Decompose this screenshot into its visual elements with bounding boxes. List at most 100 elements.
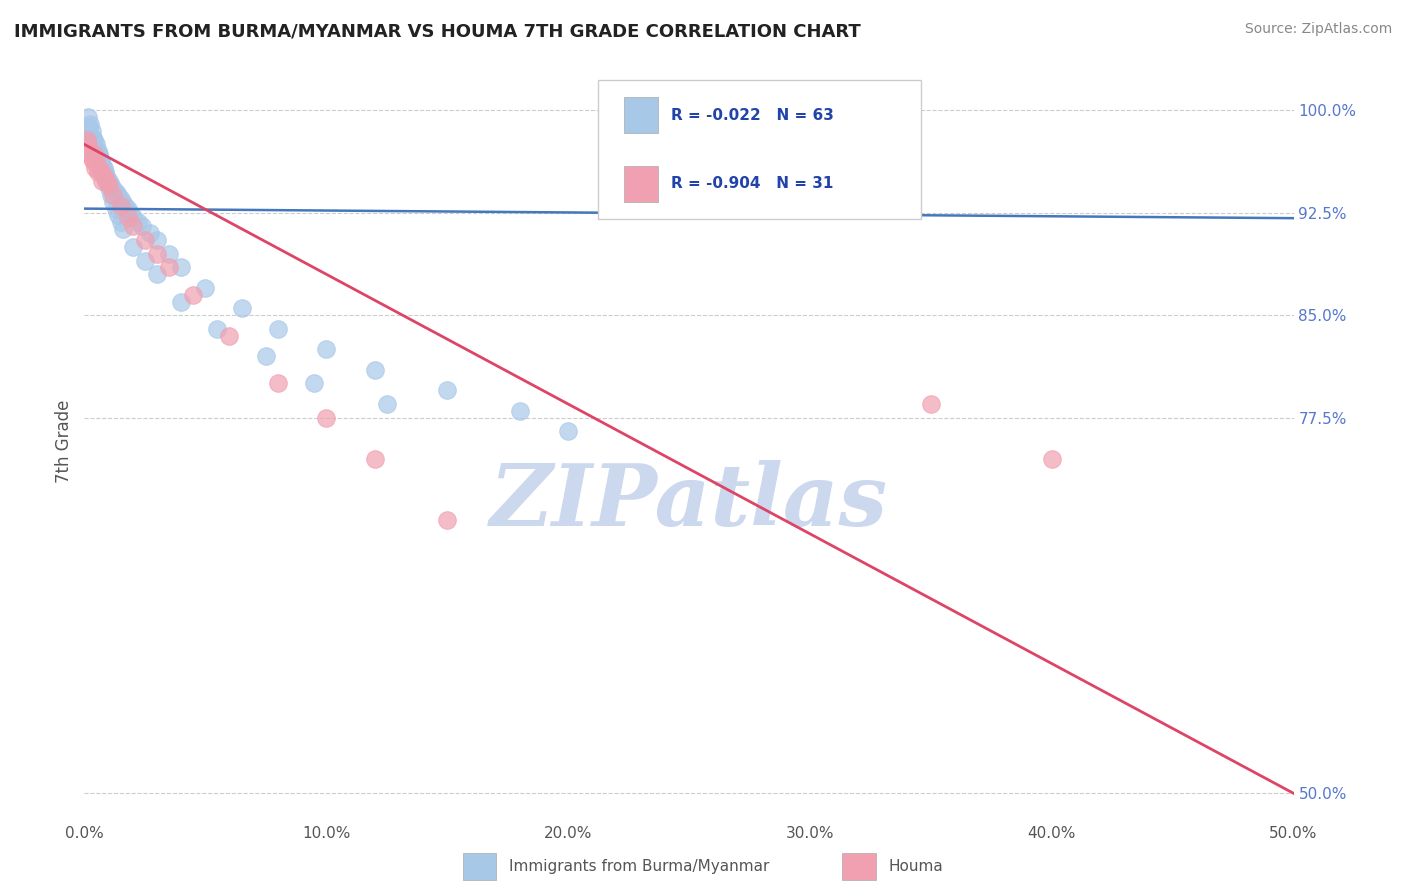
Point xyxy=(131,219,153,234)
Point xyxy=(112,222,135,236)
Point xyxy=(436,384,458,398)
Point xyxy=(97,174,120,188)
Point xyxy=(375,397,398,411)
Point xyxy=(127,215,149,229)
Point xyxy=(146,246,169,260)
Point xyxy=(194,281,217,295)
Point xyxy=(77,137,100,152)
Point xyxy=(267,322,290,336)
Point xyxy=(91,174,114,188)
Point xyxy=(91,158,114,172)
Point xyxy=(107,188,129,202)
Point xyxy=(94,174,117,188)
Point xyxy=(80,133,103,147)
Y-axis label: 7th Grade: 7th Grade xyxy=(55,400,73,483)
Point xyxy=(363,363,385,377)
Point xyxy=(254,349,277,363)
Point xyxy=(920,397,942,411)
Point xyxy=(79,117,101,131)
Point xyxy=(170,260,193,275)
Point xyxy=(103,188,125,202)
Point xyxy=(80,124,103,138)
Point xyxy=(267,376,290,391)
Point xyxy=(89,151,111,165)
Point xyxy=(107,209,129,223)
Point xyxy=(120,205,142,219)
Point xyxy=(84,161,107,175)
Point xyxy=(117,202,139,216)
Point xyxy=(97,181,120,195)
Point xyxy=(157,246,180,260)
Text: R = -0.022   N = 63: R = -0.022 N = 63 xyxy=(671,108,834,122)
Point xyxy=(146,233,169,247)
Point xyxy=(77,145,100,159)
Text: ZIPatlas: ZIPatlas xyxy=(489,460,889,544)
Point xyxy=(436,513,458,527)
Point xyxy=(110,192,132,206)
Point xyxy=(157,260,180,275)
Point xyxy=(104,202,127,216)
Point xyxy=(121,219,143,234)
Point xyxy=(110,199,132,213)
Point xyxy=(114,199,136,213)
Point xyxy=(82,153,104,168)
Point xyxy=(100,178,122,193)
Point xyxy=(86,165,108,179)
Text: Houma: Houma xyxy=(889,859,943,873)
Point xyxy=(218,328,240,343)
Point xyxy=(100,188,122,202)
Point xyxy=(94,165,117,179)
Text: Source: ZipAtlas.com: Source: ZipAtlas.com xyxy=(1244,22,1392,37)
Point xyxy=(170,294,193,309)
Point xyxy=(77,120,100,134)
Point xyxy=(94,174,117,188)
Point xyxy=(146,267,169,281)
Point xyxy=(112,196,135,211)
Point xyxy=(93,169,115,183)
Point xyxy=(138,226,160,240)
Point xyxy=(134,253,156,268)
Point xyxy=(121,210,143,224)
Point xyxy=(90,155,112,169)
Point xyxy=(509,404,531,418)
Point xyxy=(207,322,229,336)
Point xyxy=(96,171,118,186)
Point xyxy=(86,155,108,169)
Point xyxy=(86,145,108,159)
Point xyxy=(86,137,108,152)
Point xyxy=(79,147,101,161)
Point xyxy=(110,215,132,229)
Point xyxy=(315,410,337,425)
Point xyxy=(103,194,125,209)
Point xyxy=(83,141,105,155)
Point xyxy=(363,451,385,466)
Point xyxy=(93,168,115,182)
Point xyxy=(97,178,120,193)
Point xyxy=(83,133,105,147)
Point xyxy=(87,147,110,161)
Point xyxy=(76,133,98,147)
Text: Immigrants from Burma/Myanmar: Immigrants from Burma/Myanmar xyxy=(509,859,769,873)
Point xyxy=(86,147,108,161)
Point xyxy=(1040,451,1063,466)
Point xyxy=(93,161,115,175)
Point xyxy=(80,151,103,165)
Point xyxy=(134,233,156,247)
Point xyxy=(181,287,204,301)
Point xyxy=(83,147,105,161)
Point xyxy=(87,161,110,175)
Point xyxy=(121,240,143,254)
Point xyxy=(94,169,117,183)
Point xyxy=(82,130,104,145)
Point xyxy=(87,153,110,168)
Point xyxy=(90,161,112,175)
Text: R = -0.904   N = 31: R = -0.904 N = 31 xyxy=(671,177,832,191)
Point xyxy=(557,425,579,439)
Point xyxy=(104,185,127,199)
Point xyxy=(315,343,337,357)
Point xyxy=(302,376,325,391)
Point xyxy=(77,110,100,124)
Point xyxy=(90,165,112,179)
Point xyxy=(103,182,125,196)
Point xyxy=(117,210,139,224)
